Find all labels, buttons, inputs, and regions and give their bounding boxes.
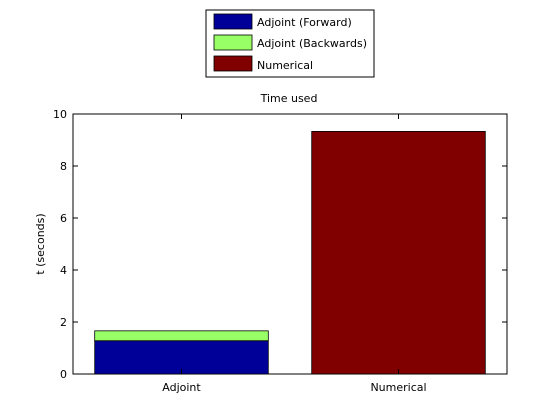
bar-numerical-numerical (311, 131, 486, 375)
y-tick-label: 4 (60, 264, 67, 277)
x-tick-label: Adjoint (162, 381, 201, 394)
y-axis-label: t (seconds) (34, 213, 47, 274)
legend-swatch-forward (213, 13, 253, 30)
y-tick-label: 8 (60, 160, 67, 173)
y-tick-label: 10 (53, 108, 67, 121)
legend-label-numerical: Numerical (257, 59, 313, 72)
x-axis-ticks: Adjoint Numerical (162, 114, 427, 394)
y-tick-label: 0 (60, 368, 67, 381)
legend-label-backwards: Adjoint (Backwards) (257, 37, 367, 50)
y-axis-ticks: 0 2 4 6 8 10 (53, 108, 507, 381)
bar-adjoint-adjoint-backwards (94, 330, 269, 342)
legend-swatch-numerical (213, 55, 253, 72)
y-tick-label: 6 (60, 212, 67, 225)
chart-title: Time used (260, 92, 318, 105)
legend: Adjoint (Forward) Adjoint (Backwards) Nu… (205, 9, 375, 78)
x-tick-label: Numerical (370, 381, 426, 394)
legend-label-forward: Adjoint (Forward) (257, 16, 352, 29)
bars-group (94, 131, 486, 375)
legend-swatch-backwards (213, 34, 253, 51)
y-tick-label: 2 (60, 316, 67, 329)
